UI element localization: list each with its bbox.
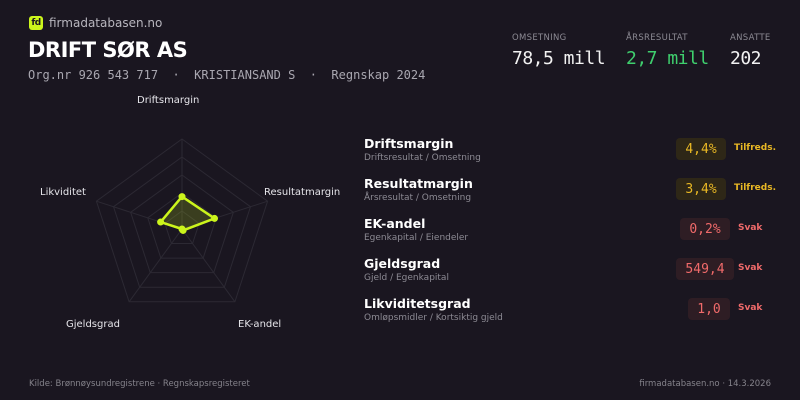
radar-label-likviditet: Likviditet	[40, 187, 86, 198]
radar-label-resultatmargin: Resultatmargin	[264, 187, 341, 198]
radar-data-area	[159, 195, 216, 232]
ratio-status: Svak	[738, 263, 763, 273]
logo-icon: fd	[29, 16, 43, 30]
radar-grid-ring	[112, 156, 252, 288]
radar-grid-ring	[164, 210, 200, 245]
ratio-value: 3,4%	[676, 178, 726, 200]
ratio-row: Likviditetsgrad Omløpsmidler / Kortsikti…	[364, 296, 784, 336]
ratio-name: Resultatmargin	[364, 176, 473, 191]
radar-chart	[95, 138, 269, 303]
ratio-list: Driftsmargin Driftsresultat / Omsetning …	[364, 136, 784, 336]
radar-data-point	[157, 218, 165, 226]
radar-data-point	[178, 225, 186, 233]
radar-grid-ring	[147, 192, 217, 259]
kpi-value: 202	[730, 48, 762, 69]
kpi-value: 2,7 mill	[626, 48, 709, 69]
radar-grid-ring	[95, 138, 269, 303]
radar-label-gjeldsgrad: Gjeldsgrad	[66, 319, 120, 330]
ratio-status: Tilfreds.	[734, 183, 776, 193]
radar-grid-ring	[130, 174, 234, 274]
kpi-ansatte: ANSATTE 202	[730, 33, 771, 69]
ratio-desc: Egenkapital / Eiendeler	[364, 233, 469, 243]
ratio-row: Driftsmargin Driftsresultat / Omsetning …	[364, 136, 784, 176]
radar-data-point	[211, 214, 219, 222]
radar-axis-line	[181, 228, 236, 303]
ratio-desc: Årsresultat / Omsetning	[364, 193, 472, 203]
radar-axis-line	[128, 228, 183, 303]
ratio-row: Resultatmargin Årsresultat / Omsetning 3…	[364, 176, 784, 216]
ratio-status: Tilfreds.	[734, 143, 776, 153]
ratio-desc: Omløpsmidler / Kortsiktig gjeld	[364, 313, 503, 323]
ratio-desc: Driftsresultat / Omsetning	[364, 153, 481, 163]
kpi-label: ÅRSRESULTAT	[626, 33, 688, 43]
kpi-value: 78,5 mill	[512, 48, 606, 69]
kpi-arsresultat: ÅRSRESULTAT 2,7 mill	[626, 33, 709, 69]
ratio-name: EK-andel	[364, 216, 426, 231]
site-name: firmadatabasen.no	[49, 16, 163, 30]
company-subtitle: Org.nr 926 543 717 · KRISTIANSAND S · Re…	[28, 68, 426, 82]
radar-label-driftsmargin: Driftsmargin	[137, 95, 200, 106]
ratio-value: 549,4	[676, 258, 734, 280]
ratio-name: Driftsmargin	[364, 136, 454, 151]
ratio-name: Gjeldsgrad	[364, 256, 441, 271]
kpi-label: ANSATTE	[730, 33, 771, 43]
company-name: DRIFT SØR AS	[28, 38, 188, 62]
footer-source: Kilde: Brønnøysundregistrene · Regnskaps…	[29, 379, 250, 389]
ratio-row: EK-andel Egenkapital / Eiendeler 0,2% Sv…	[364, 216, 784, 256]
ratio-name: Likviditetsgrad	[364, 296, 471, 311]
kpi-omsetning: OMSETNING 78,5 mill	[512, 33, 606, 69]
ratio-value: 0,2%	[680, 218, 730, 240]
brand-logo: fd firmadatabasen.no	[29, 16, 162, 30]
radar-data-point	[178, 193, 186, 201]
kpi-label: OMSETNING	[512, 33, 567, 43]
ratio-status: Svak	[738, 303, 763, 313]
ratio-status: Svak	[738, 223, 763, 233]
radar-label-ek-andel: EK-andel	[238, 319, 282, 330]
ratio-value: 1,0	[688, 298, 730, 320]
footer-site-date: firmadatabasen.no · 14.3.2026	[639, 379, 771, 389]
ratio-value: 4,4%	[676, 138, 726, 160]
ratio-desc: Gjeld / Egenkapital	[364, 273, 449, 283]
ratio-row: Gjeldsgrad Gjeld / Egenkapital 549,4 Sva…	[364, 256, 784, 296]
